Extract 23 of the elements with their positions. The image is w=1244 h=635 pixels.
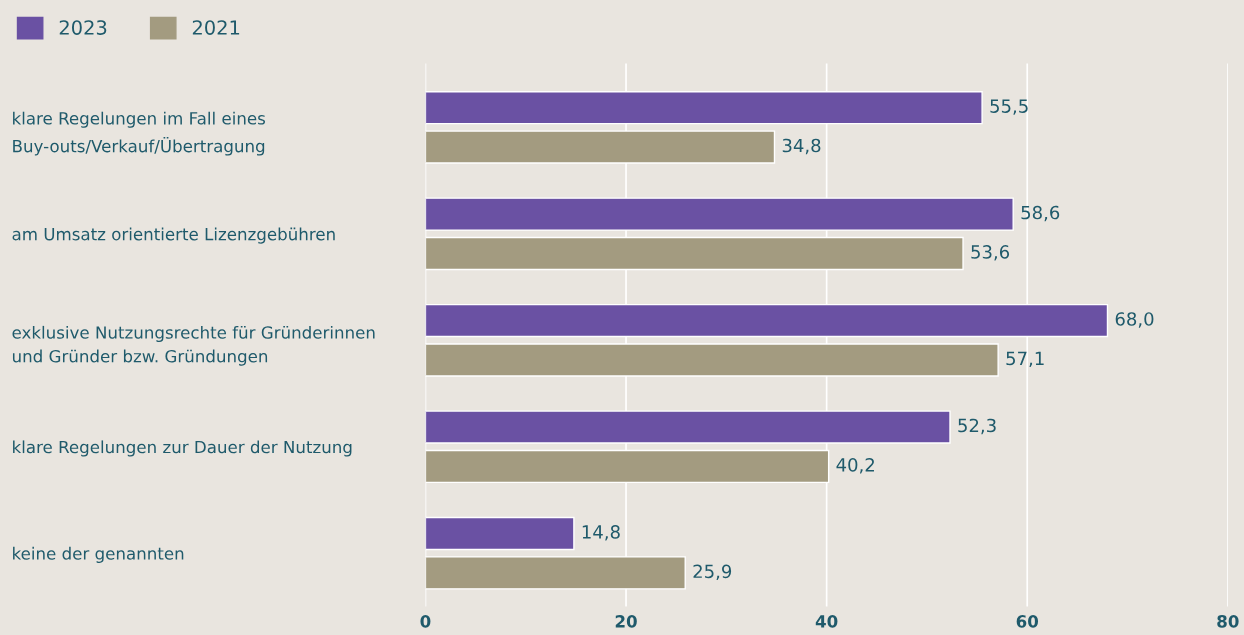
data-label: 53,6 <box>971 245 1010 261</box>
data-label: 58,6 <box>1021 205 1060 222</box>
legend-label: 2021 <box>192 20 240 35</box>
y-tick-label: klare Regelungen im Fall eines Buy-outs/Verkauf/Übertragung <box>13 111 266 156</box>
data-label: 14,8 <box>582 525 620 541</box>
data-label: 68,0 <box>1115 312 1154 328</box>
data-label: 25,9 <box>693 564 732 580</box>
x-tick-label: 60 <box>1016 615 1039 628</box>
data-label: 40,2 <box>836 458 874 474</box>
x-tick-label: 80 <box>1217 615 1239 628</box>
y-tick-label: klare Regelungen zur Dauer der Nutzung <box>13 440 352 457</box>
data-label: 34,8 <box>782 138 821 155</box>
y-tick-label: keine der genannten <box>13 546 184 563</box>
bar <box>425 516 575 551</box>
x-tick-label: 0 <box>420 615 431 628</box>
x-tick-label: 40 <box>815 615 838 628</box>
data-label: 52,3 <box>958 418 996 435</box>
y-tick-label: am Umsatz orientierte Lizenzgebühren <box>12 227 335 244</box>
y-tick-label: exklusive Nutzungsrechte für Gründerinnen und Gründer bzw. Gründungen <box>12 325 375 366</box>
data-label: 55,5 <box>990 99 1028 115</box>
data-label: 57,1 <box>1006 351 1044 368</box>
x-tick-label: 20 <box>615 615 637 628</box>
legend-label: 2023 <box>59 20 107 35</box>
